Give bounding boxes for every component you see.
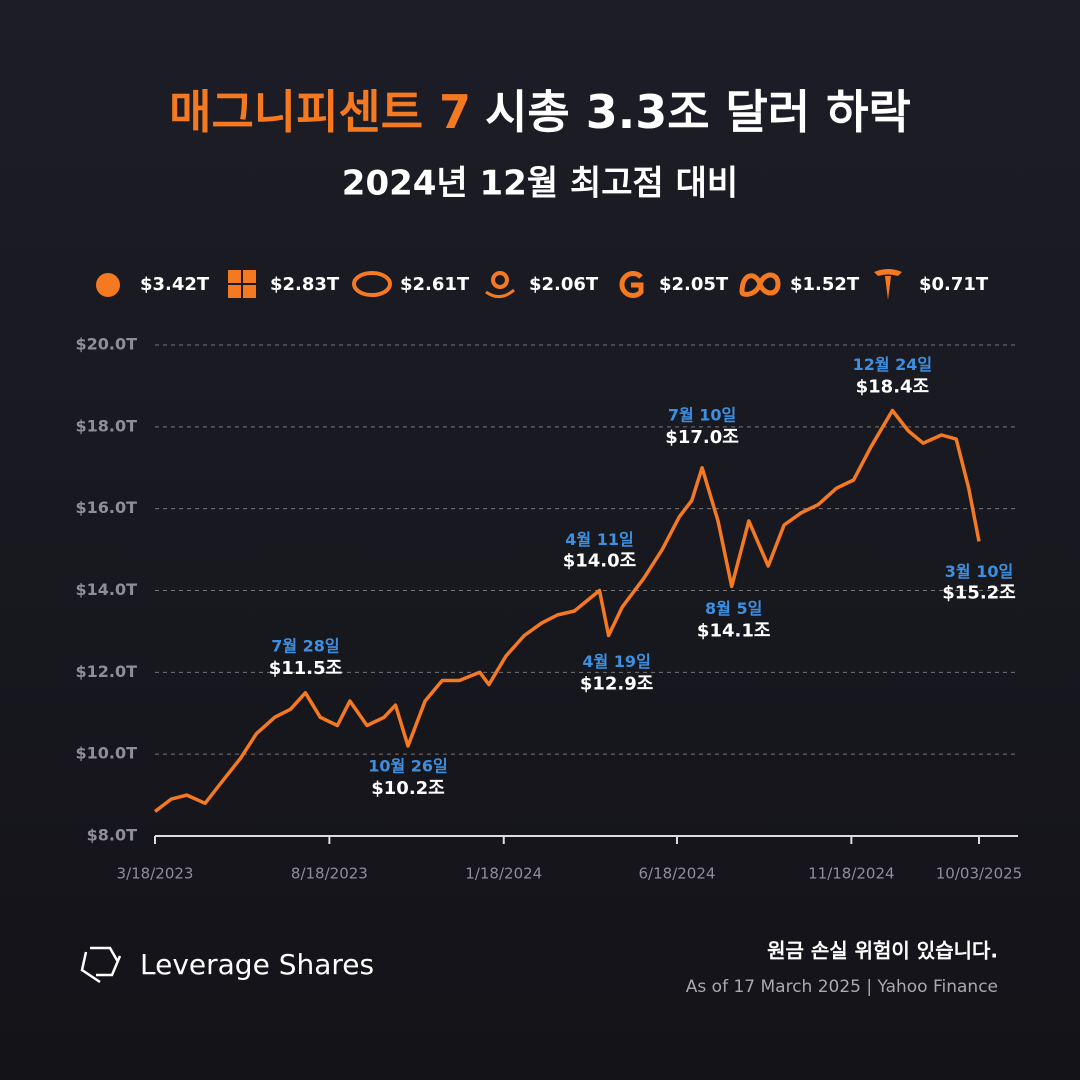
legend-label: $0.71T	[919, 274, 989, 295]
legend-label: $2.83T	[270, 274, 340, 295]
x-tick-label: 1/18/2024	[465, 865, 542, 883]
annotation-value: $14.0조	[563, 551, 637, 572]
annotation-value: $18.4조	[856, 376, 930, 397]
x-tick-label: 8/18/2023	[291, 865, 368, 883]
y-tick-label: $12.0T	[75, 662, 137, 681]
x-tick-label: 10/03/2025	[936, 865, 1022, 883]
source-note: As of 17 March 2025 | Yahoo Finance	[686, 977, 998, 997]
annotation-value: $17.0조	[665, 427, 739, 448]
nvidia-icon	[352, 271, 392, 297]
google-icon	[619, 271, 644, 298]
annotation-date: 10월 26일	[368, 756, 448, 775]
annotation-value: $10.2조	[371, 778, 445, 799]
x-tick-label: 6/18/2024	[639, 865, 716, 883]
legend-label: $2.05T	[659, 274, 729, 295]
y-tick-label: $8.0T	[87, 826, 137, 845]
x-tick-label: 11/18/2024	[808, 865, 894, 883]
annotation-date: 4월 19일	[582, 652, 650, 671]
y-tick-label: $18.0T	[75, 416, 137, 435]
y-tick-label: $14.0T	[75, 580, 137, 599]
title-highlight: 매그니피센트 7	[169, 85, 471, 139]
annotation-date: 4월 11일	[565, 530, 633, 549]
annotation-value: $12.9조	[580, 674, 654, 695]
x-tick-label: 3/18/2023	[117, 865, 194, 883]
tesla-icon	[874, 269, 902, 300]
risk-warning: 원금 손실 위험이 있습니다.	[767, 939, 998, 963]
y-tick-label: $20.0T	[75, 335, 137, 354]
y-tick-label: $16.0T	[75, 498, 137, 517]
legend-label: $2.06T	[529, 274, 599, 295]
annotation-date: 7월 28일	[271, 636, 339, 655]
annotation-date: 8월 5일	[705, 599, 762, 618]
annotation-date: 12월 24일	[853, 355, 933, 374]
legend-label: $1.52T	[790, 274, 860, 295]
brand-logo	[80, 946, 122, 984]
y-tick-label: $10.0T	[75, 744, 137, 763]
annotation-date: 7월 10일	[668, 405, 736, 424]
amazon-a	[491, 271, 509, 289]
legend-label: $3.42T	[140, 274, 210, 295]
title-rest: 시총 3.3조 달러 하락	[485, 85, 911, 139]
series-line	[153, 408, 981, 813]
apple-icon	[96, 273, 120, 297]
meta-icon	[739, 272, 781, 297]
legend-icons	[96, 269, 902, 300]
annotation-value: $15.2조	[942, 582, 1016, 603]
subtitle: 2024년 12월 최고점 대비	[342, 164, 738, 204]
annotation-value: $14.1조	[697, 620, 771, 641]
chart-title: 매그니피센트 7 시총 3.3조 달러 하락	[169, 85, 911, 139]
amazon-icon	[485, 288, 515, 298]
legend-label: $2.61T	[400, 274, 470, 295]
brand-name: Leverage Shares	[140, 948, 374, 981]
annotation-date: 3월 10일	[945, 562, 1013, 581]
annotation-value: $11.5조	[269, 658, 343, 679]
microsoft-icon	[228, 270, 256, 298]
